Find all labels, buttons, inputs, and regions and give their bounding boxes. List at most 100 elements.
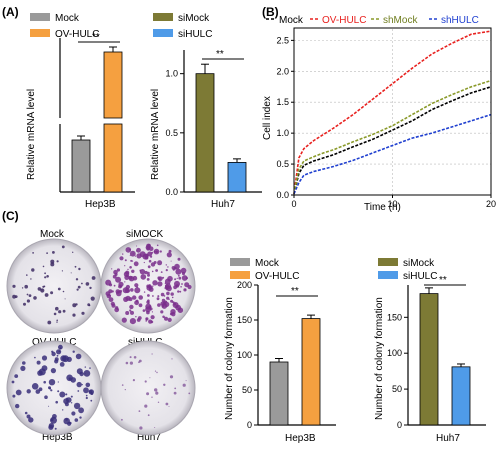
colony-dot (121, 418, 123, 421)
c-mid-tick-label: 200 (237, 280, 252, 290)
c-right-bar (419, 293, 439, 426)
colony-dot (31, 383, 39, 390)
colony-dot (38, 368, 46, 376)
colony-dot (139, 426, 143, 430)
colony-dot (61, 245, 65, 249)
colony-dot (131, 269, 135, 273)
a-left-bar-mock (71, 139, 91, 193)
colony-dot (24, 284, 29, 289)
colony-dot (171, 358, 173, 360)
c-right-bar (451, 366, 471, 426)
colony-dot (129, 361, 133, 365)
colony-dot (168, 405, 170, 407)
colony-dot (58, 350, 61, 353)
colony-dot (112, 274, 117, 279)
colony-dot (128, 276, 135, 282)
colony-dot (64, 298, 66, 300)
colony-dot (126, 275, 129, 278)
legend-swatch-ov-hulc (30, 29, 50, 37)
colony-dot (169, 312, 173, 316)
colony-dot (136, 253, 142, 259)
colony-dot (42, 285, 45, 288)
colony-dot (75, 278, 79, 281)
b-legend: Mock OV-HULC shMock shHULC (266, 15, 479, 26)
colony-dot (21, 287, 24, 289)
colony-dot (146, 392, 150, 396)
colony-dot (138, 295, 143, 300)
colony-dot (185, 277, 188, 280)
b-legend-label-mock: Mock (279, 15, 304, 26)
colony-dot (147, 251, 153, 257)
colony-dot (63, 417, 70, 425)
a-right-tick-label: 1.0 (165, 69, 178, 79)
colony-dot (47, 320, 52, 325)
colony-dot (59, 391, 66, 398)
a-right-xcat: Huh7 (211, 199, 235, 210)
colony-dot (147, 265, 151, 269)
colony-dot (15, 389, 22, 396)
colony-dot (35, 389, 41, 394)
colony-dot (44, 293, 49, 297)
colony-dot (134, 283, 139, 288)
a-right-sig-label: ** (216, 49, 224, 60)
colony-dot (142, 309, 146, 312)
colony-dot (81, 384, 83, 386)
c-mid-xcat: Hep3B (285, 433, 316, 444)
colony-dot (62, 290, 65, 293)
colony-dot (70, 272, 72, 274)
colony-dot (148, 319, 153, 324)
dish-sihulc (100, 340, 196, 436)
colony-dot (147, 271, 150, 275)
colony-dot (23, 302, 26, 306)
colony-dot (79, 416, 82, 419)
colony-dot (129, 250, 136, 257)
colony-dot (75, 303, 78, 306)
colony-dot (50, 291, 54, 295)
colony-dot (55, 400, 58, 404)
colony-dot (160, 271, 163, 273)
colony-dot (138, 410, 141, 412)
colony-dot (24, 411, 28, 415)
colony-dot (147, 294, 150, 297)
chart-c-right: siMock siHULC Number of colony formation… (374, 258, 486, 444)
colony-dot (130, 288, 134, 292)
colony-dot (135, 299, 139, 303)
b-ytick-label: 1.5 (276, 97, 289, 107)
colony-dot (41, 355, 48, 361)
colony-dot (44, 395, 48, 400)
c-mid-bar (301, 318, 321, 426)
colony-dot (115, 289, 121, 294)
legend-label-sihulc: siHULC (178, 29, 212, 40)
colony-dot (26, 389, 31, 394)
colony-dot (154, 427, 156, 428)
colony-dot (133, 261, 139, 267)
colony-dot (124, 265, 126, 267)
colony-dot (77, 390, 80, 392)
colony-dot (32, 252, 34, 254)
b-series-line (293, 86, 492, 194)
colony-dot (73, 402, 81, 410)
colony-dot (74, 418, 79, 422)
colony-dot (72, 313, 76, 317)
colony-dot (15, 403, 20, 409)
colony-dot (113, 284, 116, 287)
colony-dot (181, 275, 188, 281)
colony-dot (62, 409, 64, 411)
colony-dot (127, 290, 130, 293)
colony-dot (20, 365, 26, 371)
colony-dot (166, 291, 170, 296)
colony-dot (51, 351, 56, 357)
colony-dot (84, 366, 87, 368)
colony-dot (34, 356, 36, 359)
colony-dot (135, 316, 137, 318)
colony-dot (144, 380, 147, 383)
colony-dot (125, 311, 130, 315)
legend-label-simock: siMock (178, 13, 210, 24)
colony-dot (121, 317, 127, 323)
colony-dot (142, 253, 149, 260)
colony-dot (124, 389, 126, 391)
colony-dot (75, 353, 82, 360)
colony-dot (156, 244, 159, 247)
colony-dot (184, 289, 186, 291)
